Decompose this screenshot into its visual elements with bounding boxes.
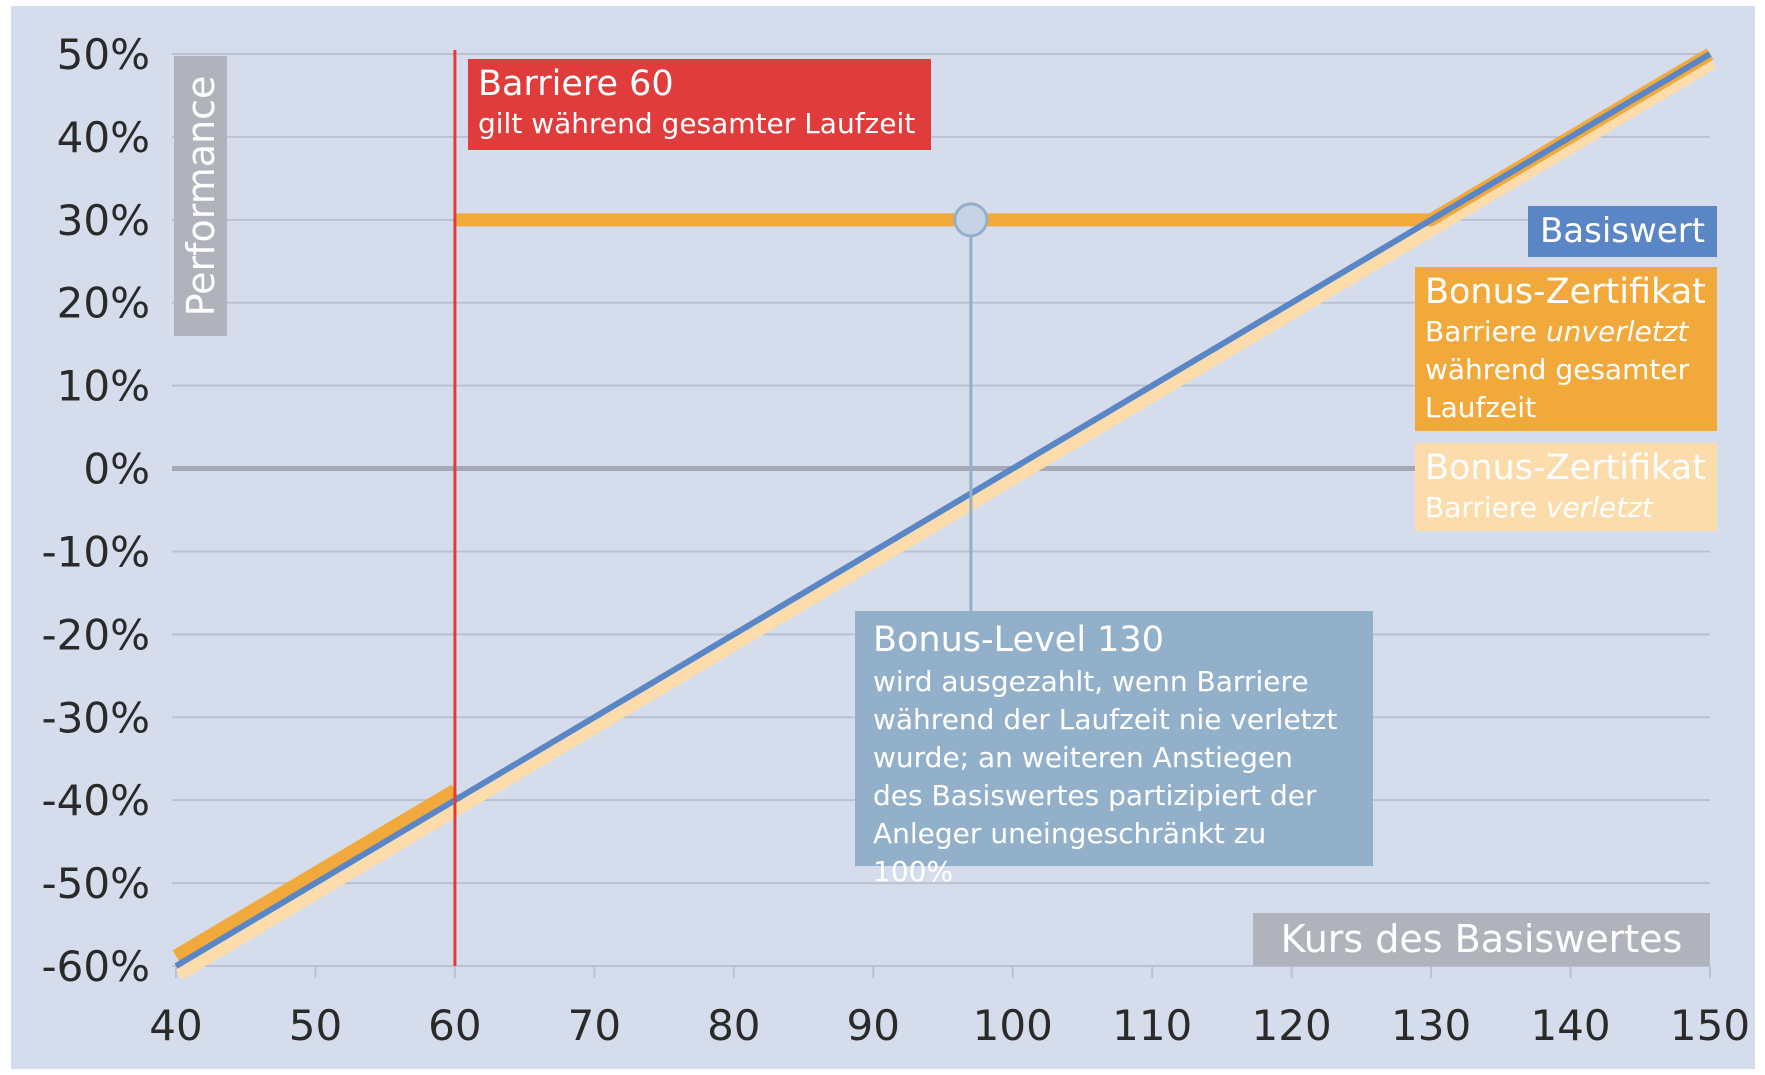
legend-bonus-verletzt: Bonus-Zertifikat Barriere verletzt: [1415, 443, 1717, 531]
legend-unverletzt-line1-a: Barriere: [1425, 315, 1546, 348]
y-tick-label: 10%: [57, 362, 150, 411]
y-tick-label: -40%: [41, 776, 150, 825]
bonus-level-line: des Basiswertes partizipiert der: [873, 779, 1317, 812]
x-tick-label: 100: [973, 1001, 1053, 1050]
x-tick-label: 40: [149, 1001, 202, 1050]
legend-basiswert-text: Basiswert: [1539, 211, 1706, 251]
series-line-basiswert: [174, 51, 1712, 969]
y-tick-label: 20%: [57, 279, 150, 328]
y-axis-label-text: Performance: [178, 75, 223, 317]
x-tick-label: 110: [1112, 1001, 1192, 1050]
legend-verletzt-line1-a: Barriere: [1425, 491, 1546, 524]
y-tick-label: 40%: [57, 113, 150, 162]
x-tick-label: 80: [707, 1001, 760, 1050]
x-tick-label: 140: [1530, 1001, 1610, 1050]
y-tick-label: -50%: [41, 859, 150, 908]
y-tick-label: 0%: [83, 445, 150, 494]
x-tick-label: 50: [289, 1001, 342, 1050]
legend-verletzt-line1-b: verletzt: [1545, 491, 1653, 524]
bonus-level-line: während der Laufzeit nie verletzt: [873, 703, 1338, 736]
x-tick-label: 130: [1391, 1001, 1471, 1050]
bonus-level-line: wurde; an weiteren Anstiegen: [873, 741, 1293, 774]
x-tick-label: 90: [847, 1001, 900, 1050]
x-tick-label: 120: [1252, 1001, 1332, 1050]
bonus-level-label: Bonus-Level 130 wird ausgezahlt, wenn Ba…: [855, 611, 1373, 888]
bonus-level-title: Bonus-Level 130: [873, 620, 1164, 660]
legend-verletzt-title: Bonus-Zertifikat: [1425, 448, 1706, 488]
bonus-level-line: Anleger uneingeschränkt zu 100%: [873, 817, 1267, 888]
legend-unverletzt-line1-b: unverletzt: [1545, 315, 1689, 348]
legend-unverletzt-title: Bonus-Zertifikat: [1425, 272, 1706, 312]
y-tick-label: 30%: [57, 196, 150, 245]
legend-bonus-unverletzt: Bonus-Zertifikat Barriere unverletzt wäh…: [1415, 267, 1717, 431]
x-axis-label: Kurs des Basiswertes: [1253, 913, 1710, 966]
y-tick-label: 50%: [57, 30, 150, 79]
barrier-title: Barriere 60: [478, 64, 674, 104]
series-line-bonus-below-barrier: [172, 784, 459, 962]
bonus-level-line: wird ausgezahlt, wenn Barriere: [873, 665, 1309, 698]
series-line-bonus-verletzt: [175, 57, 1717, 981]
legend-verletzt-line1: Barriere verletzt: [1425, 489, 1707, 527]
x-tick-label: 70: [568, 1001, 621, 1050]
y-axis-label: Performance: [174, 56, 227, 336]
x-tick-label: 150: [1670, 1001, 1750, 1050]
x-tick-label: 60: [428, 1001, 481, 1050]
legend-basiswert: Basiswert: [1528, 206, 1717, 257]
y-tick-label: -20%: [41, 610, 150, 659]
y-tick-label: -30%: [41, 693, 150, 742]
y-tick-label: -60%: [41, 942, 150, 991]
legend-unverletzt-line1: Barriere unverletzt: [1425, 313, 1707, 351]
y-tick-label: -10%: [41, 527, 150, 576]
legend-unverletzt-line3: Laufzeit: [1425, 391, 1537, 424]
barrier-label: Barriere 60 gilt während gesamter Laufze…: [468, 59, 931, 150]
bonus-level-marker: [953, 202, 989, 238]
legend-unverletzt-line2: während gesamter: [1425, 353, 1690, 386]
x-axis-label-text: Kurs des Basiswertes: [1280, 917, 1683, 961]
barrier-text: gilt während gesamter Laufzeit: [478, 107, 916, 140]
